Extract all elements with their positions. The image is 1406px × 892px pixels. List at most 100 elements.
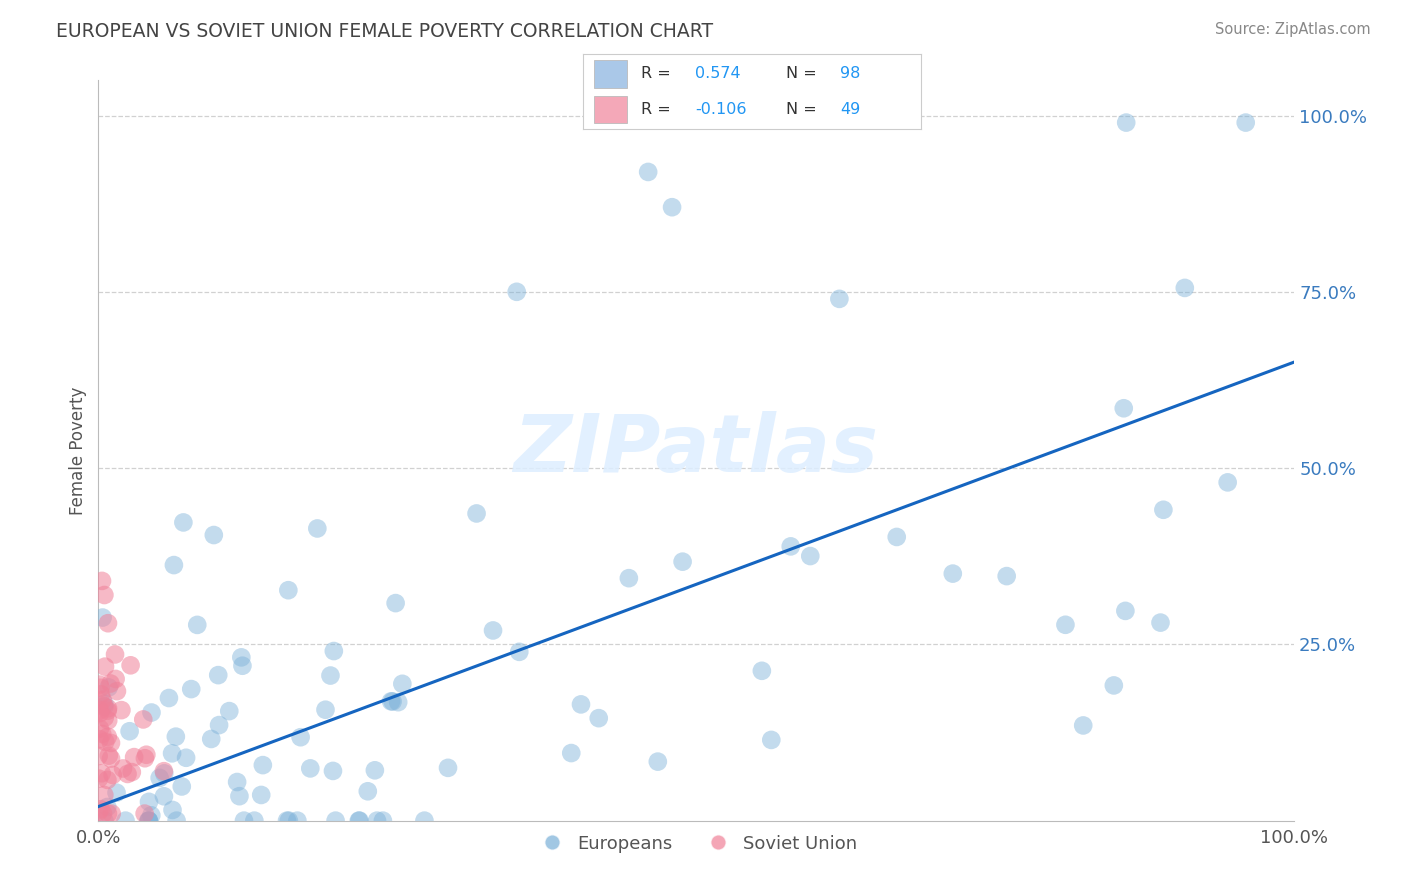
Point <box>122 750 145 764</box>
Point <box>94 735 117 749</box>
Legend: Europeans, Soviet Union: Europeans, Soviet Union <box>527 827 865 860</box>
Point <box>101 768 124 782</box>
Point <box>1071 718 1094 732</box>
Point <box>208 718 231 732</box>
Point <box>89 732 111 747</box>
Text: Source: ZipAtlas.com: Source: ZipAtlas.com <box>1215 22 1371 37</box>
Point <box>588 711 610 725</box>
Point <box>153 764 176 779</box>
Text: R =: R = <box>641 102 671 117</box>
Point <box>357 784 380 798</box>
Point <box>617 571 640 585</box>
Point <box>91 574 114 588</box>
Point <box>97 681 120 695</box>
Point <box>118 724 141 739</box>
Point <box>170 780 193 794</box>
Point <box>1216 475 1239 490</box>
Point <box>243 814 266 828</box>
Point <box>100 751 122 765</box>
Point <box>751 664 773 678</box>
Point <box>465 507 488 521</box>
Point <box>799 549 821 563</box>
Point <box>97 806 120 821</box>
Point <box>153 789 176 804</box>
Point <box>366 814 388 828</box>
Point <box>110 703 132 717</box>
Text: N =: N = <box>786 102 817 117</box>
Point <box>380 694 402 708</box>
Point <box>96 772 118 787</box>
Point <box>250 788 273 802</box>
Point <box>828 292 851 306</box>
Point <box>647 755 669 769</box>
Point <box>1149 615 1171 630</box>
Point <box>104 672 127 686</box>
Point <box>90 802 112 816</box>
Point <box>134 751 156 765</box>
Text: R =: R = <box>641 67 671 81</box>
Point <box>105 786 128 800</box>
Point <box>364 764 387 778</box>
Point <box>560 746 582 760</box>
FancyBboxPatch shape <box>593 61 627 87</box>
Point <box>134 806 156 821</box>
Point <box>506 285 529 299</box>
Point <box>93 788 115 802</box>
Point <box>322 644 344 658</box>
Point <box>162 803 184 817</box>
Text: N =: N = <box>786 67 817 81</box>
Y-axis label: Female Poverty: Female Poverty <box>69 386 87 515</box>
Point <box>391 677 413 691</box>
Point <box>319 668 342 682</box>
Point <box>231 650 253 665</box>
Point <box>117 767 139 781</box>
Point <box>149 771 172 785</box>
Point <box>413 814 436 828</box>
Point <box>153 766 176 780</box>
Point <box>287 814 309 828</box>
Point <box>93 698 115 713</box>
Point <box>172 516 194 530</box>
Point <box>228 789 250 804</box>
Point <box>569 698 592 712</box>
Point <box>299 761 322 775</box>
Text: EUROPEAN VS SOVIET UNION FEMALE POVERTY CORRELATION CHART: EUROPEAN VS SOVIET UNION FEMALE POVERTY … <box>56 22 713 41</box>
Point <box>218 704 240 718</box>
Point <box>637 165 659 179</box>
Point <box>186 618 208 632</box>
Point <box>384 596 406 610</box>
Point <box>91 693 114 707</box>
Point <box>207 668 229 682</box>
Point <box>508 645 530 659</box>
Point <box>138 814 160 828</box>
Point <box>942 566 965 581</box>
Text: 0.574: 0.574 <box>695 67 741 81</box>
Text: -0.106: -0.106 <box>695 102 747 117</box>
Point <box>97 704 120 718</box>
Point <box>347 814 370 828</box>
Point <box>132 713 155 727</box>
Point <box>1174 281 1197 295</box>
Point <box>89 706 111 720</box>
Point <box>315 703 337 717</box>
Point <box>349 814 371 828</box>
Point <box>104 648 127 662</box>
Point <box>93 814 115 828</box>
Point <box>114 814 136 828</box>
Point <box>180 682 202 697</box>
Point <box>1152 503 1174 517</box>
Point <box>163 558 186 572</box>
Point <box>661 200 683 214</box>
Point <box>886 530 908 544</box>
Point <box>100 736 122 750</box>
Text: 49: 49 <box>839 102 860 117</box>
Point <box>276 814 298 828</box>
Point <box>371 814 394 828</box>
Point <box>277 583 299 598</box>
Point <box>91 727 114 741</box>
Point <box>174 751 197 765</box>
Point <box>387 695 409 709</box>
Point <box>437 761 460 775</box>
Point <box>112 762 135 776</box>
Point <box>138 814 160 828</box>
